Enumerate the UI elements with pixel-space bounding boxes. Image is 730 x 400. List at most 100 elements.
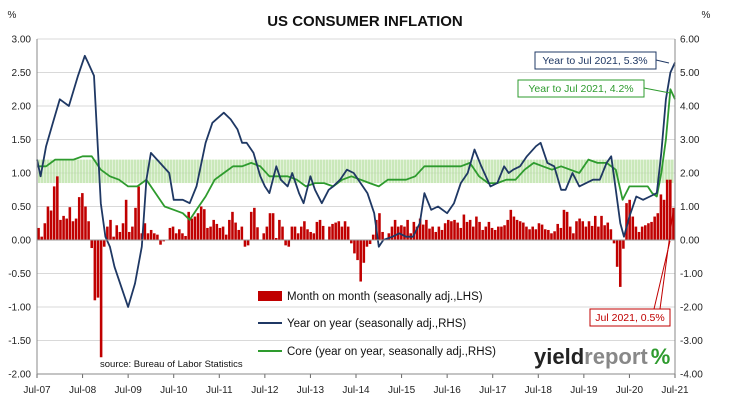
mom-bar [368, 240, 372, 245]
mom-bar [52, 186, 56, 240]
mom-bar [77, 197, 81, 240]
mom-bar [40, 236, 43, 240]
mom-bar [206, 227, 209, 240]
mom-bar [312, 233, 316, 240]
chart-title: US CONSUMER INFLATION [267, 13, 463, 30]
mom-bar [503, 225, 506, 240]
mom-bar [603, 225, 606, 240]
left-tick-label: -1.00 [8, 303, 31, 314]
left-tick-label: -0.50 [8, 269, 31, 280]
mom-bar [93, 240, 97, 301]
mom-bar [350, 240, 353, 244]
mom-bar [647, 223, 650, 240]
right-tick-label: 2.00 [680, 169, 700, 180]
mom-bar [218, 227, 222, 240]
left-tick-label: 3.00 [12, 35, 32, 46]
mom-bar [321, 225, 325, 240]
axes [36, 39, 676, 378]
x-tick-label: Jul-15 [388, 385, 416, 396]
mom-bar [68, 207, 72, 240]
series-lines [36, 54, 676, 308]
mom-bar [174, 233, 178, 240]
mom-bar [115, 225, 119, 240]
mom-bar [340, 226, 344, 240]
mom-bar [184, 235, 187, 240]
mom-bar [487, 221, 491, 240]
right-tick-label: 4.00 [680, 102, 700, 113]
mom-bar [287, 240, 291, 247]
mom-bar [224, 234, 228, 240]
right-tick-label: 3.00 [680, 135, 700, 146]
mom-bar [522, 222, 525, 240]
mom-bar [421, 224, 425, 240]
core-band [38, 159, 674, 184]
mom-bar [418, 218, 422, 240]
mom-bar [90, 240, 94, 249]
right-axis-unit: % [702, 10, 711, 21]
mom-bar [534, 229, 538, 240]
mom-bar [371, 234, 375, 240]
mom-bar [490, 227, 494, 240]
logo-part3: % [651, 344, 671, 369]
mom-bar [102, 240, 106, 247]
legend-swatch-mom [258, 291, 282, 301]
mom-bar [290, 226, 294, 240]
mom-bar [99, 240, 103, 358]
mom-bar [446, 219, 450, 240]
mom-bar [556, 223, 560, 240]
mom-bar [168, 227, 172, 240]
mom-bar [568, 226, 572, 240]
mom-bar [493, 229, 497, 240]
mom-bar [265, 226, 269, 240]
mom-bar [81, 193, 84, 240]
mom-bar [462, 214, 466, 240]
mom-bar [562, 209, 566, 240]
mom-bar [315, 221, 319, 240]
mom-bar [356, 240, 359, 261]
yoy-annotation: Year to Jul 2021, 5.3% [534, 51, 670, 70]
left-axis-unit: % [8, 10, 17, 21]
mom-bar [112, 236, 115, 240]
core-band-area [38, 159, 674, 184]
mom-bar [156, 234, 159, 240]
mom-bar [46, 206, 50, 240]
mom-bar [550, 233, 553, 240]
right-tick-label: 6.00 [680, 35, 700, 46]
mom-bar [506, 219, 509, 240]
mom-bar [203, 209, 206, 240]
mom-bar [650, 221, 653, 240]
mom-bar [450, 221, 453, 240]
left-tick-label: 0.50 [12, 202, 32, 213]
mom-bar [299, 226, 303, 240]
left-tick-label: 0.00 [12, 236, 32, 247]
mom-bar [540, 224, 544, 240]
mom-bar [353, 240, 356, 254]
mom-bar [572, 233, 575, 240]
mom-bar [303, 221, 306, 240]
mom-bar [215, 223, 219, 240]
mom-bar [484, 226, 488, 240]
mom-bar [249, 211, 253, 240]
right-tick-label: -2.00 [680, 303, 703, 314]
mom-bar [512, 216, 516, 240]
mom-bar [528, 229, 531, 240]
mom-bar [231, 211, 234, 240]
core-line [37, 88, 676, 221]
mom-bar [134, 207, 137, 240]
mom-bar [181, 233, 184, 240]
mom-bar [209, 226, 212, 240]
core-annotation-text: Year to Jul 2021, 4.2% [528, 83, 633, 95]
right-tick-label: 0.00 [680, 236, 700, 247]
x-tick-label: Jul-16 [434, 385, 462, 396]
mom-bar [306, 229, 309, 240]
mom-bar [403, 226, 406, 240]
mom-bar [575, 221, 578, 240]
mom-bar [390, 226, 394, 240]
x-tick-label: Jul-12 [251, 385, 279, 396]
mom-bar [606, 222, 610, 240]
x-tick-label: Jul-09 [115, 385, 143, 396]
mom-bar [234, 222, 237, 240]
mom-bar [109, 219, 112, 240]
x-tick-label: Jul-08 [69, 385, 97, 396]
